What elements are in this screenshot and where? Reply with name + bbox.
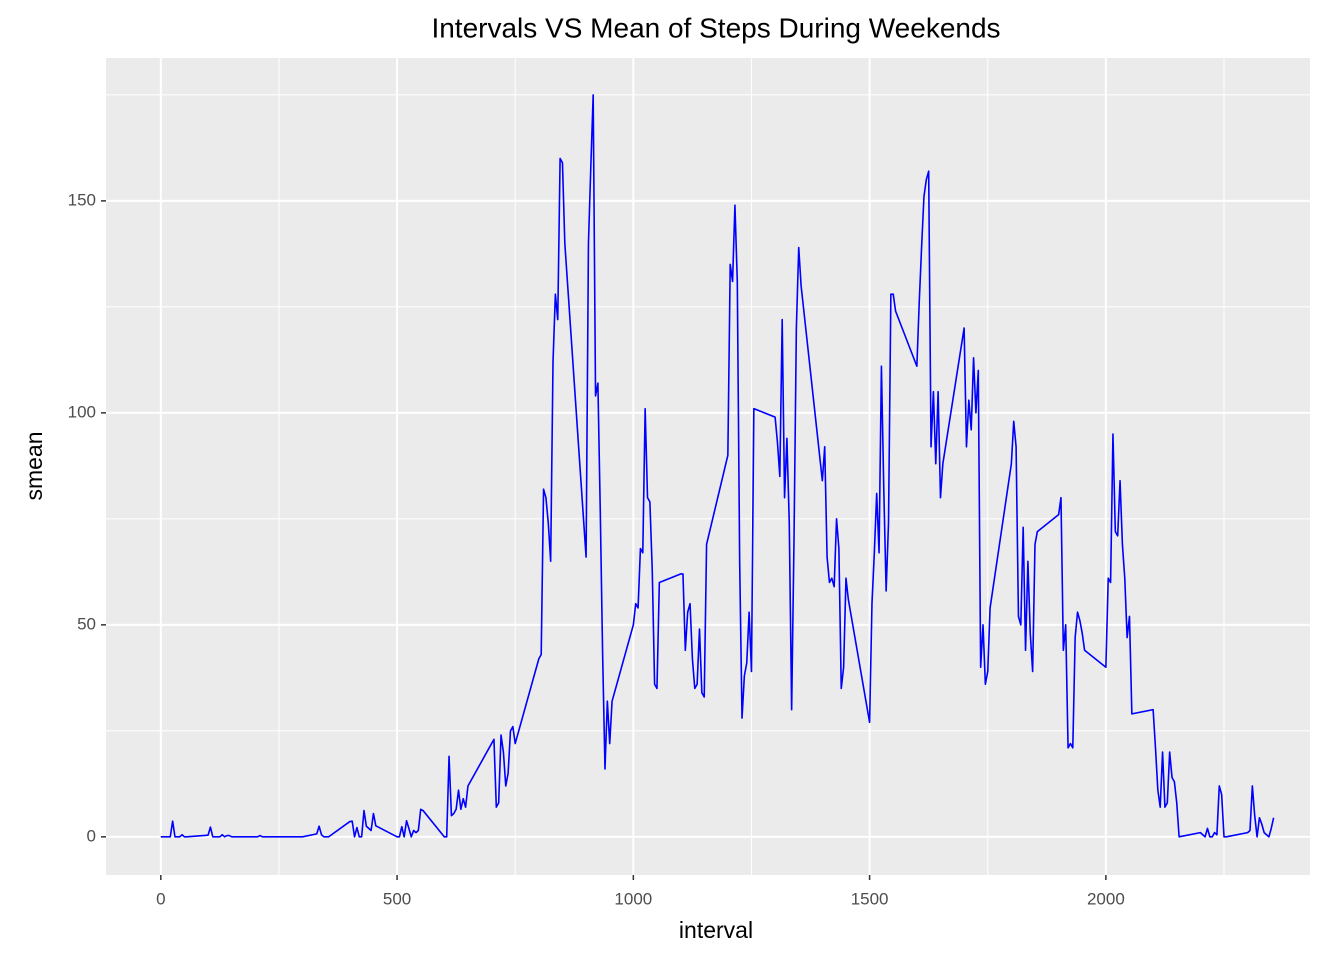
x-tick-label: 0 xyxy=(156,889,165,908)
panel xyxy=(106,58,1310,875)
chart-title: Intervals VS Mean of Steps During Weeken… xyxy=(431,12,1000,43)
x-tick-label: 1000 xyxy=(614,889,652,908)
x-tick-label: 2000 xyxy=(1087,889,1125,908)
data-line xyxy=(160,94,1275,838)
x-axis-label: interval xyxy=(679,917,753,943)
y-axis-label: smean xyxy=(21,431,47,500)
y-tick-label: 0 xyxy=(87,826,96,845)
x-tick-label: 1500 xyxy=(851,889,889,908)
y-tick-label: 50 xyxy=(77,614,96,633)
x-tick-label: 500 xyxy=(383,889,411,908)
y-tick-label: 100 xyxy=(68,402,96,421)
y-tick-label: 150 xyxy=(68,190,96,209)
